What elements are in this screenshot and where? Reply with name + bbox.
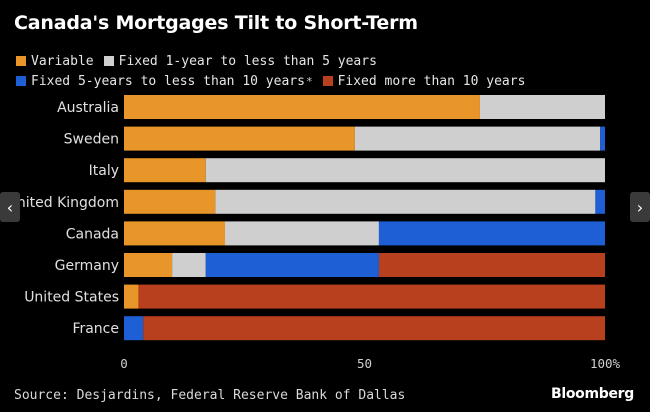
chevron-right-icon: › bbox=[636, 197, 644, 217]
x-tick-label: 100% bbox=[590, 356, 621, 371]
legend-swatch bbox=[322, 76, 333, 86]
bar-segment bbox=[124, 126, 355, 151]
bloomberg-logo: Bloomberg bbox=[550, 386, 634, 402]
bar-segment bbox=[124, 221, 226, 246]
x-tick-label: 0 bbox=[120, 356, 128, 371]
legend-item: Fixed more than 10 years bbox=[322, 72, 526, 92]
bar-segment bbox=[143, 316, 606, 341]
bar-segment bbox=[124, 189, 216, 214]
category-label: Sweden bbox=[64, 132, 119, 148]
bar-segment bbox=[172, 253, 206, 277]
legend-item: Fixed 1-year to less than 5 years bbox=[103, 52, 377, 72]
category-label: United States bbox=[24, 290, 119, 306]
legend-swatch bbox=[16, 56, 26, 66]
x-tick-label: 50 bbox=[357, 356, 372, 371]
chart-title: Canada's Mortgages Tilt to Short-Term bbox=[14, 12, 418, 34]
bar-segment bbox=[124, 95, 480, 119]
legend-label: Variable bbox=[31, 54, 94, 69]
bar-segment bbox=[124, 158, 206, 183]
category-label: France bbox=[72, 321, 119, 337]
category-label: United Kingdom bbox=[7, 195, 119, 211]
legend-label: Fixed 1-year to less than 5 years bbox=[118, 54, 377, 69]
bar-segment bbox=[354, 126, 601, 151]
bar-segment bbox=[138, 284, 605, 309]
bar-segment bbox=[225, 221, 379, 246]
source-note: Source: Desjardins, Federal Reserve Bank… bbox=[14, 388, 406, 403]
bar-segment bbox=[378, 221, 605, 246]
category-label: Australia bbox=[57, 100, 119, 116]
bar-segment bbox=[215, 189, 596, 214]
category-label: Canada bbox=[66, 226, 119, 242]
bar-segment bbox=[205, 253, 379, 277]
bar-segment bbox=[479, 95, 605, 119]
legend-label: Fixed more than 10 years bbox=[337, 74, 526, 89]
legend-item: Variable bbox=[16, 52, 94, 72]
bar-segment bbox=[595, 189, 605, 214]
legend-footnote-mark: * bbox=[305, 75, 313, 88]
bar-segment bbox=[205, 158, 605, 183]
legend-swatch bbox=[103, 56, 114, 66]
chevron-left-icon: ‹ bbox=[6, 197, 14, 217]
bar-segment bbox=[124, 284, 139, 309]
next-chart-button[interactable]: › bbox=[630, 192, 650, 222]
previous-chart-button[interactable]: ‹ bbox=[0, 192, 20, 222]
bar-segment bbox=[124, 253, 173, 277]
legend-label: Fixed 5-years to less than 10 years bbox=[31, 74, 305, 89]
bar-segment bbox=[378, 253, 605, 277]
category-label: Germany bbox=[55, 258, 119, 274]
bar-segment bbox=[600, 126, 605, 151]
legend-item: Fixed 5-years to less than 10 years* bbox=[16, 72, 313, 92]
bar-segment bbox=[124, 316, 144, 341]
legend-swatch bbox=[16, 76, 26, 86]
chart-legend: Variable Fixed 1-year to less than 5 year… bbox=[16, 52, 636, 92]
category-label: Italy bbox=[89, 163, 119, 179]
